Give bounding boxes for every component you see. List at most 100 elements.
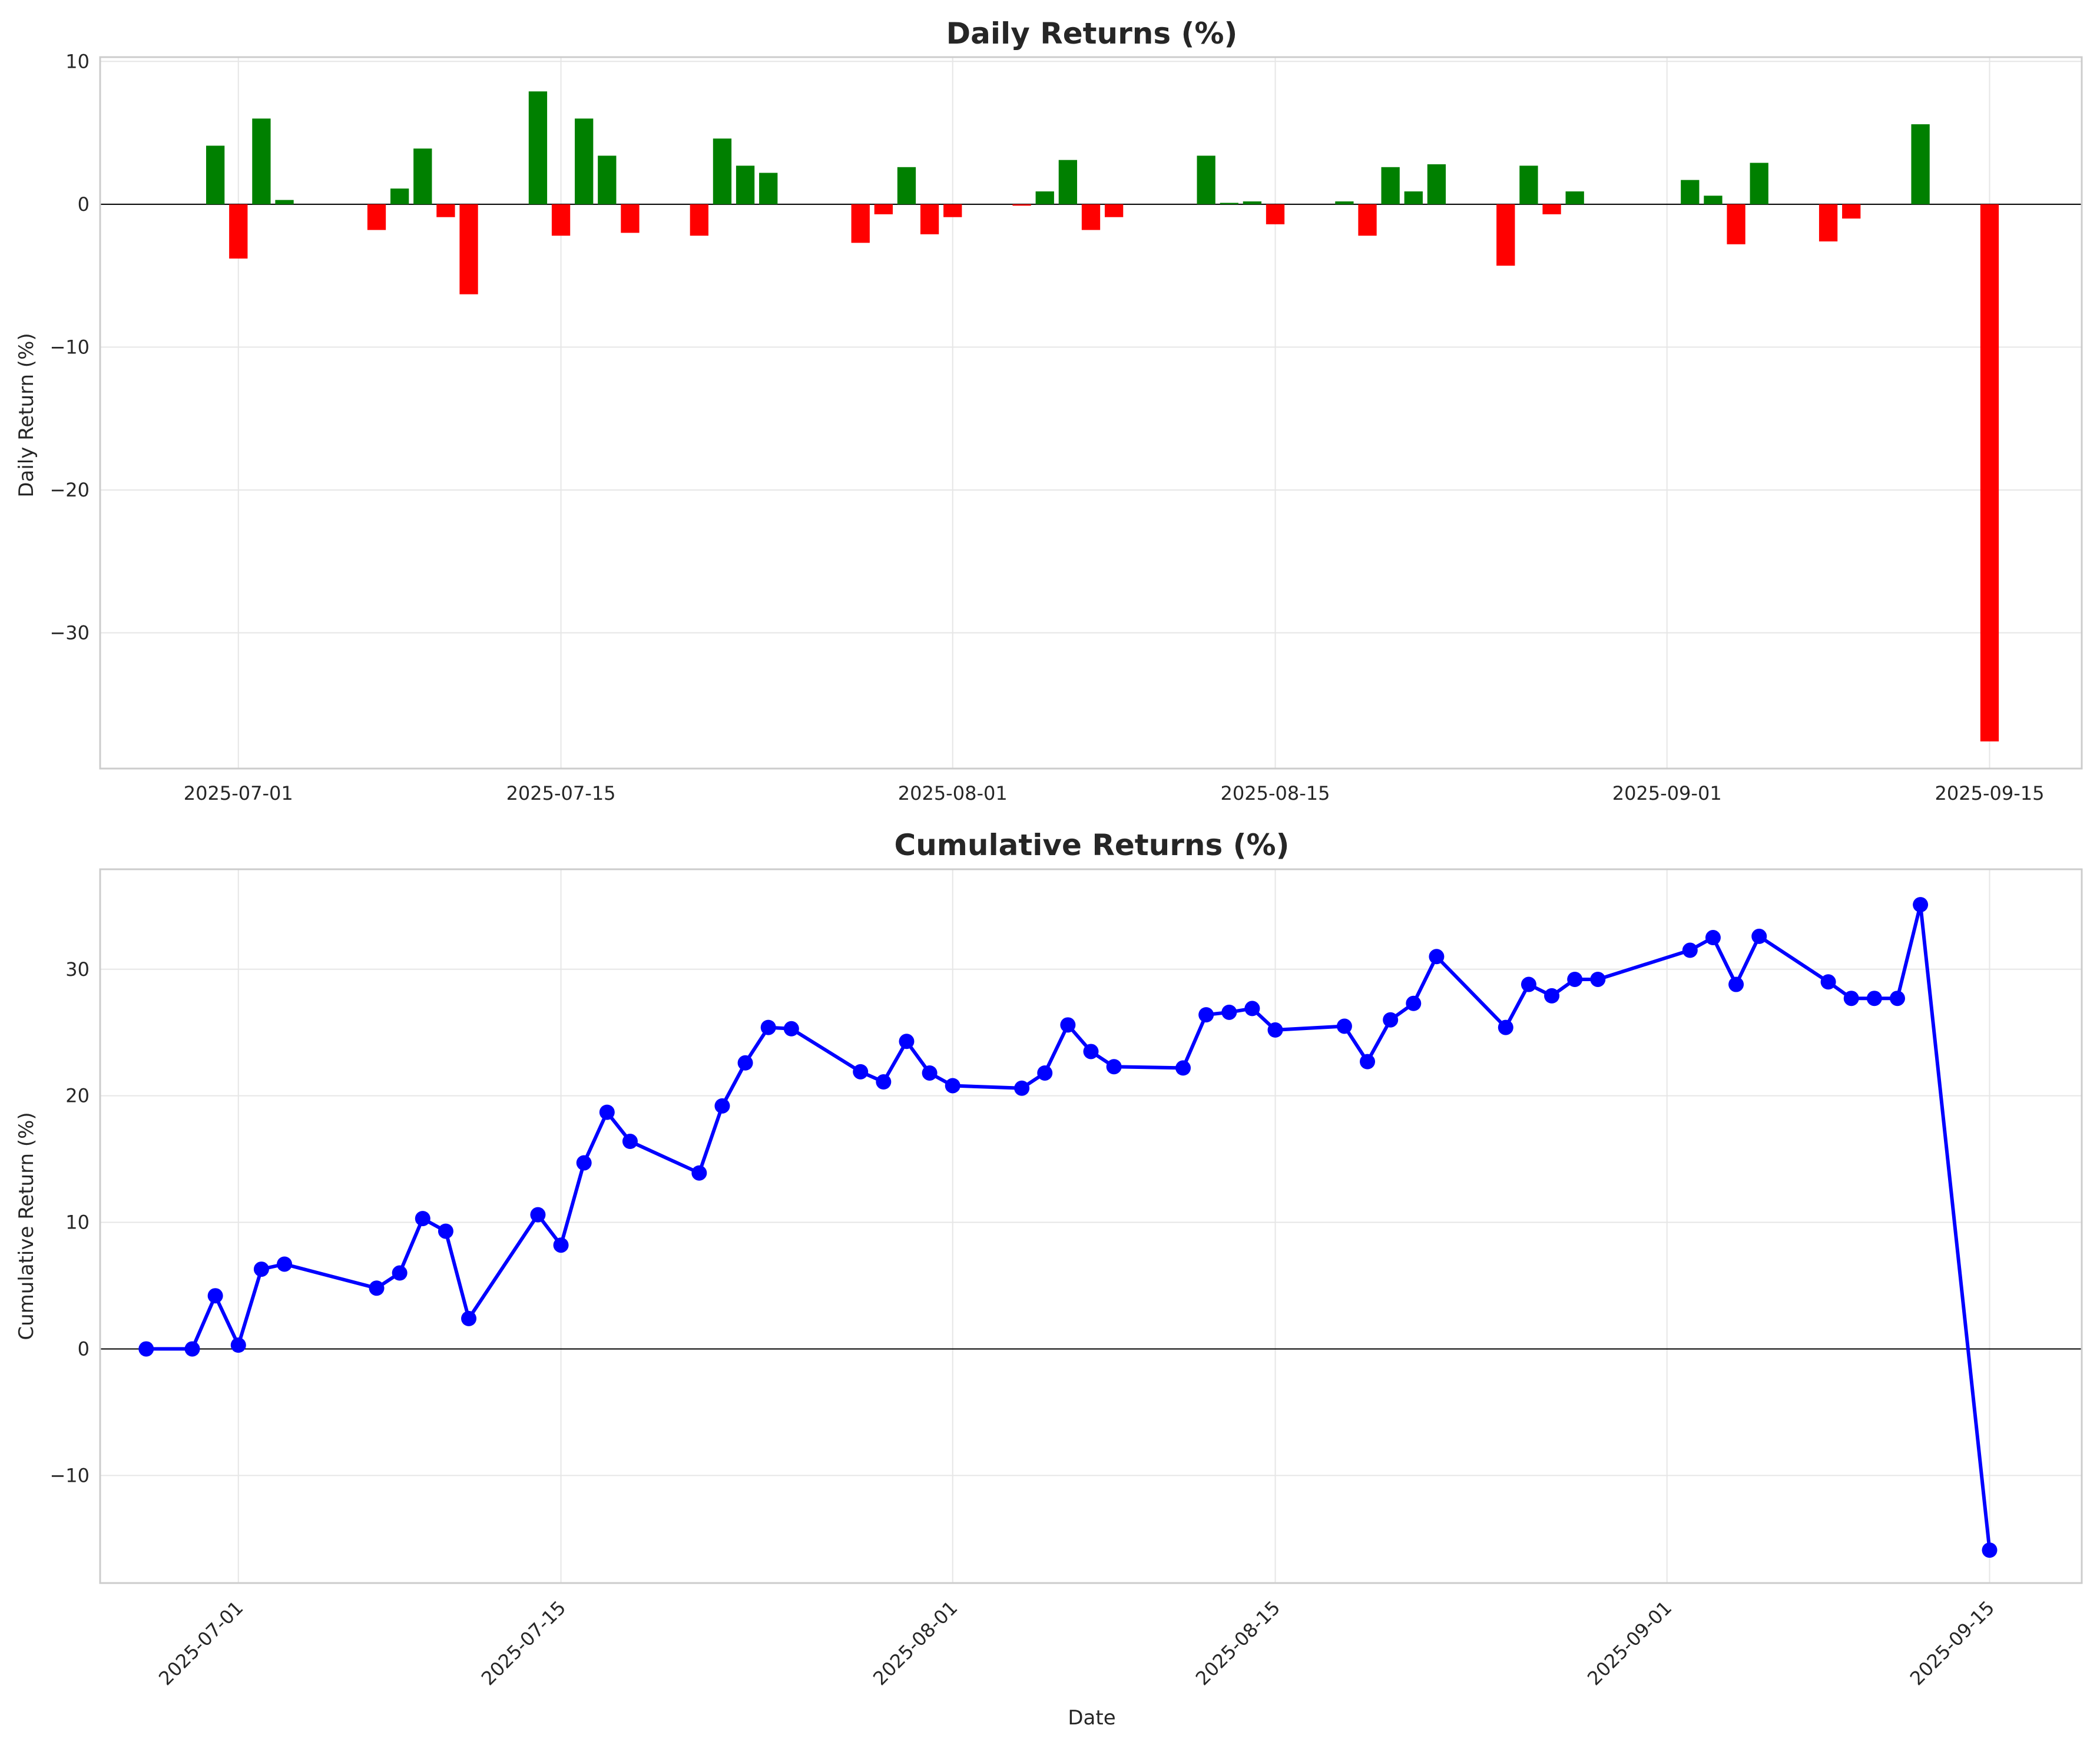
y-tick-label: −20: [49, 479, 90, 501]
cumulative-return-point: [1682, 942, 1698, 958]
cumulative-return-point: [1198, 1007, 1214, 1023]
cumulative-return-point: [1221, 1004, 1237, 1020]
cumulative-return-point: [1544, 988, 1560, 1004]
cumulative-return-point: [691, 1165, 707, 1181]
cumulative-return-point: [392, 1265, 408, 1281]
cumulative-return-point: [1705, 930, 1721, 946]
daily-return-bar: [1519, 165, 1538, 204]
daily-return-bar: [575, 118, 594, 204]
daily-return-bar: [275, 200, 294, 204]
cumulative-return-point: [783, 1021, 799, 1037]
daily-return-bar: [528, 91, 548, 204]
x-tick-label: 2025-08-01: [869, 1597, 962, 1690]
daily-return-bar: [598, 155, 617, 204]
daily-return-bar: [1750, 163, 1768, 204]
x-tick-label: 2025-09-15: [1906, 1597, 1999, 1690]
daily-return-bar: [1358, 204, 1377, 236]
daily-return-bar: [713, 138, 732, 204]
daily-return-bar: [1404, 191, 1423, 204]
cumulative-returns-plot-frame: [99, 868, 2083, 1584]
daily-returns-plot-frame: [99, 56, 2083, 770]
cumulative-return-point: [1889, 991, 1905, 1006]
cumulative-return-point: [1060, 1017, 1076, 1033]
x-tick-label: 2025-07-15: [477, 1597, 570, 1690]
daily-returns-grid: [100, 57, 2082, 769]
cumulative-return-point: [1083, 1044, 1099, 1059]
daily-return-bar: [1542, 204, 1561, 214]
cumulative-return-point: [1014, 1080, 1030, 1096]
x-tick-label: 2025-07-01: [154, 1597, 247, 1690]
y-tick-label: 10: [65, 50, 90, 72]
cumulative-return-point: [1751, 928, 1767, 944]
daily-return-bar: [897, 167, 916, 204]
daily-return-bar: [229, 204, 248, 259]
x-tick-label: 2025-09-01: [1612, 782, 1722, 804]
cumulative-return-point: [1521, 976, 1536, 992]
daily-return-bar: [759, 173, 778, 204]
cumulative-return-point: [230, 1337, 246, 1353]
cumulative-return-point: [876, 1074, 892, 1090]
x-tick-label: 2025-09-15: [1935, 782, 2045, 804]
y-tick-label: −30: [49, 622, 90, 644]
x-tick-label: 2025-08-01: [898, 782, 1008, 804]
cumulative-returns-grid: [100, 869, 2082, 1583]
cumulative-returns-title: Cumulative Returns (%): [895, 828, 1290, 862]
y-tick-label: 0: [78, 1337, 90, 1360]
x-tick-label: 2025-07-15: [506, 782, 616, 804]
daily-return-bar: [1911, 124, 1930, 204]
cumulative-return-point: [1913, 897, 1929, 913]
x-tick-label: 2025-08-15: [1221, 782, 1330, 804]
cumulative-return-point: [714, 1098, 730, 1114]
daily-return-bar: [252, 118, 271, 204]
cumulative-return-point: [622, 1134, 638, 1150]
x-tick-label: 2025-09-01: [1583, 1597, 1676, 1690]
cumulative-return-point: [737, 1055, 753, 1071]
y-tick-label: −10: [49, 336, 90, 358]
daily-return-bar: [943, 204, 962, 217]
cumulative-return-point: [461, 1310, 477, 1326]
cumulative-returns-ticks: 30 20 10 0 −10 2025-07-01 2025-07-15 2025-08-01…: [49, 958, 1999, 1690]
cumulative-returns-chart: Cumulative Returns (%) Cumulative Return…: [15, 828, 2083, 1730]
daily-return-bar: [621, 204, 640, 233]
daily-return-bar: [551, 204, 571, 236]
daily-return-bar: [1104, 204, 1124, 217]
daily-returns-ticks: 10 0 −10 −20 −30 2025-07-01 2025-07-15 2025-08-…: [49, 50, 2044, 804]
cumulative-return-point: [1336, 1018, 1352, 1034]
cumulative-returns-line: [100, 897, 2082, 1558]
x-tick-label: 2025-08-15: [1191, 1597, 1284, 1690]
cumulative-return-point: [1267, 1022, 1283, 1038]
daily-return-bar: [1819, 204, 1838, 241]
cumulative-return-point: [599, 1104, 615, 1120]
cumulative-return-point: [1360, 1054, 1376, 1069]
cumulative-return-point: [438, 1223, 453, 1239]
daily-return-bar: [1081, 204, 1101, 230]
cumulative-return-point: [1843, 991, 1859, 1006]
cumulative-returns-y-axis-label: Cumulative Return (%): [15, 1112, 38, 1340]
y-tick-label: 20: [65, 1085, 90, 1107]
cumulative-return-point: [1429, 949, 1445, 965]
cumulative-return-point: [1982, 1542, 1998, 1558]
cumulative-return-point: [253, 1261, 269, 1277]
daily-return-bar: [206, 145, 225, 204]
daily-return-bar: [920, 204, 939, 234]
daily-returns-y-axis-label: Daily Return (%): [15, 333, 38, 497]
cumulative-return-point: [415, 1211, 430, 1227]
cumulative-return-point: [945, 1078, 960, 1094]
cumulative-return-point: [207, 1288, 223, 1304]
cumulative-return-point: [1590, 971, 1606, 987]
daily-return-bar: [1197, 155, 1215, 204]
cumulative-return-point: [1866, 991, 1882, 1006]
cumulative-return-point: [277, 1256, 293, 1272]
daily-returns-chart: Daily Returns (%) Daily Return (%) 10 0 −1…: [15, 16, 2083, 804]
y-tick-label: −10: [49, 1464, 90, 1486]
daily-return-bar: [1565, 191, 1584, 204]
daily-return-bar: [1427, 164, 1446, 204]
x-tick-label: 2025-07-01: [184, 782, 293, 804]
daily-returns-title: Daily Returns (%): [946, 16, 1238, 51]
cumulative-return-point: [1498, 1019, 1513, 1035]
daily-return-bar: [851, 204, 870, 243]
daily-return-bar: [690, 204, 708, 236]
daily-return-bar: [459, 204, 478, 294]
daily-return-bar: [1220, 203, 1238, 204]
